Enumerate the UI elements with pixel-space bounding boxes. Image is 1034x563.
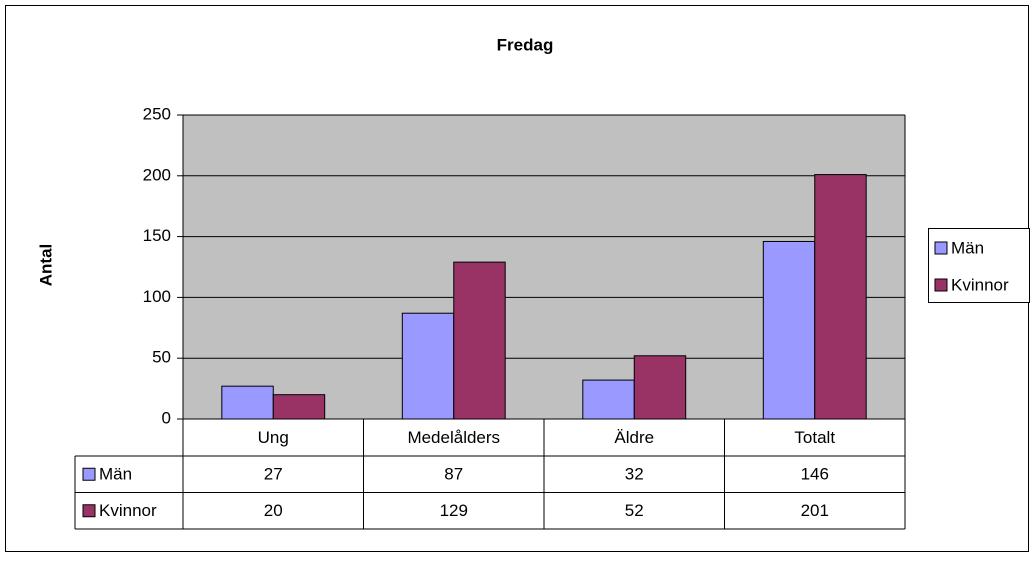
table-value: 87 xyxy=(444,465,463,484)
legend-key xyxy=(82,467,96,481)
bar xyxy=(762,240,816,420)
x-tick-label: Totalt xyxy=(794,428,835,447)
y-tick-label: 0 xyxy=(162,408,171,427)
y-axis-label: Antal xyxy=(36,244,55,287)
y-tick-label: 150 xyxy=(143,226,171,245)
x-tick-label: Medelålders xyxy=(407,428,500,447)
table-value: 146 xyxy=(801,465,829,484)
y-tick-label: 100 xyxy=(143,287,171,306)
x-tick-label: Äldre xyxy=(614,428,654,447)
table-value: 201 xyxy=(801,501,829,520)
legend-key xyxy=(82,504,96,518)
bar xyxy=(453,261,506,420)
chart-title: Fredag xyxy=(497,35,554,54)
bar xyxy=(582,379,635,420)
bar xyxy=(221,385,274,420)
table-row-label: Kvinnor xyxy=(99,501,157,520)
bar xyxy=(401,312,455,420)
y-tick-label: 250 xyxy=(143,104,171,123)
legend-key xyxy=(934,241,948,255)
y-tick-label: 200 xyxy=(143,165,171,184)
table-value: 20 xyxy=(264,501,283,520)
table-value: 32 xyxy=(625,465,644,484)
bar xyxy=(814,174,867,420)
bar xyxy=(272,394,326,420)
bar xyxy=(633,355,687,420)
y-tick-label: 50 xyxy=(152,348,171,367)
table-value: 27 xyxy=(264,465,283,484)
table-value: 52 xyxy=(625,501,644,520)
x-tick-label: Ung xyxy=(258,428,289,447)
legend-key xyxy=(934,278,948,292)
table-row-label: Män xyxy=(99,465,132,484)
legend-label: Män xyxy=(951,238,984,257)
legend-label: Kvinnor xyxy=(951,275,1009,294)
table-value: 129 xyxy=(440,501,468,520)
